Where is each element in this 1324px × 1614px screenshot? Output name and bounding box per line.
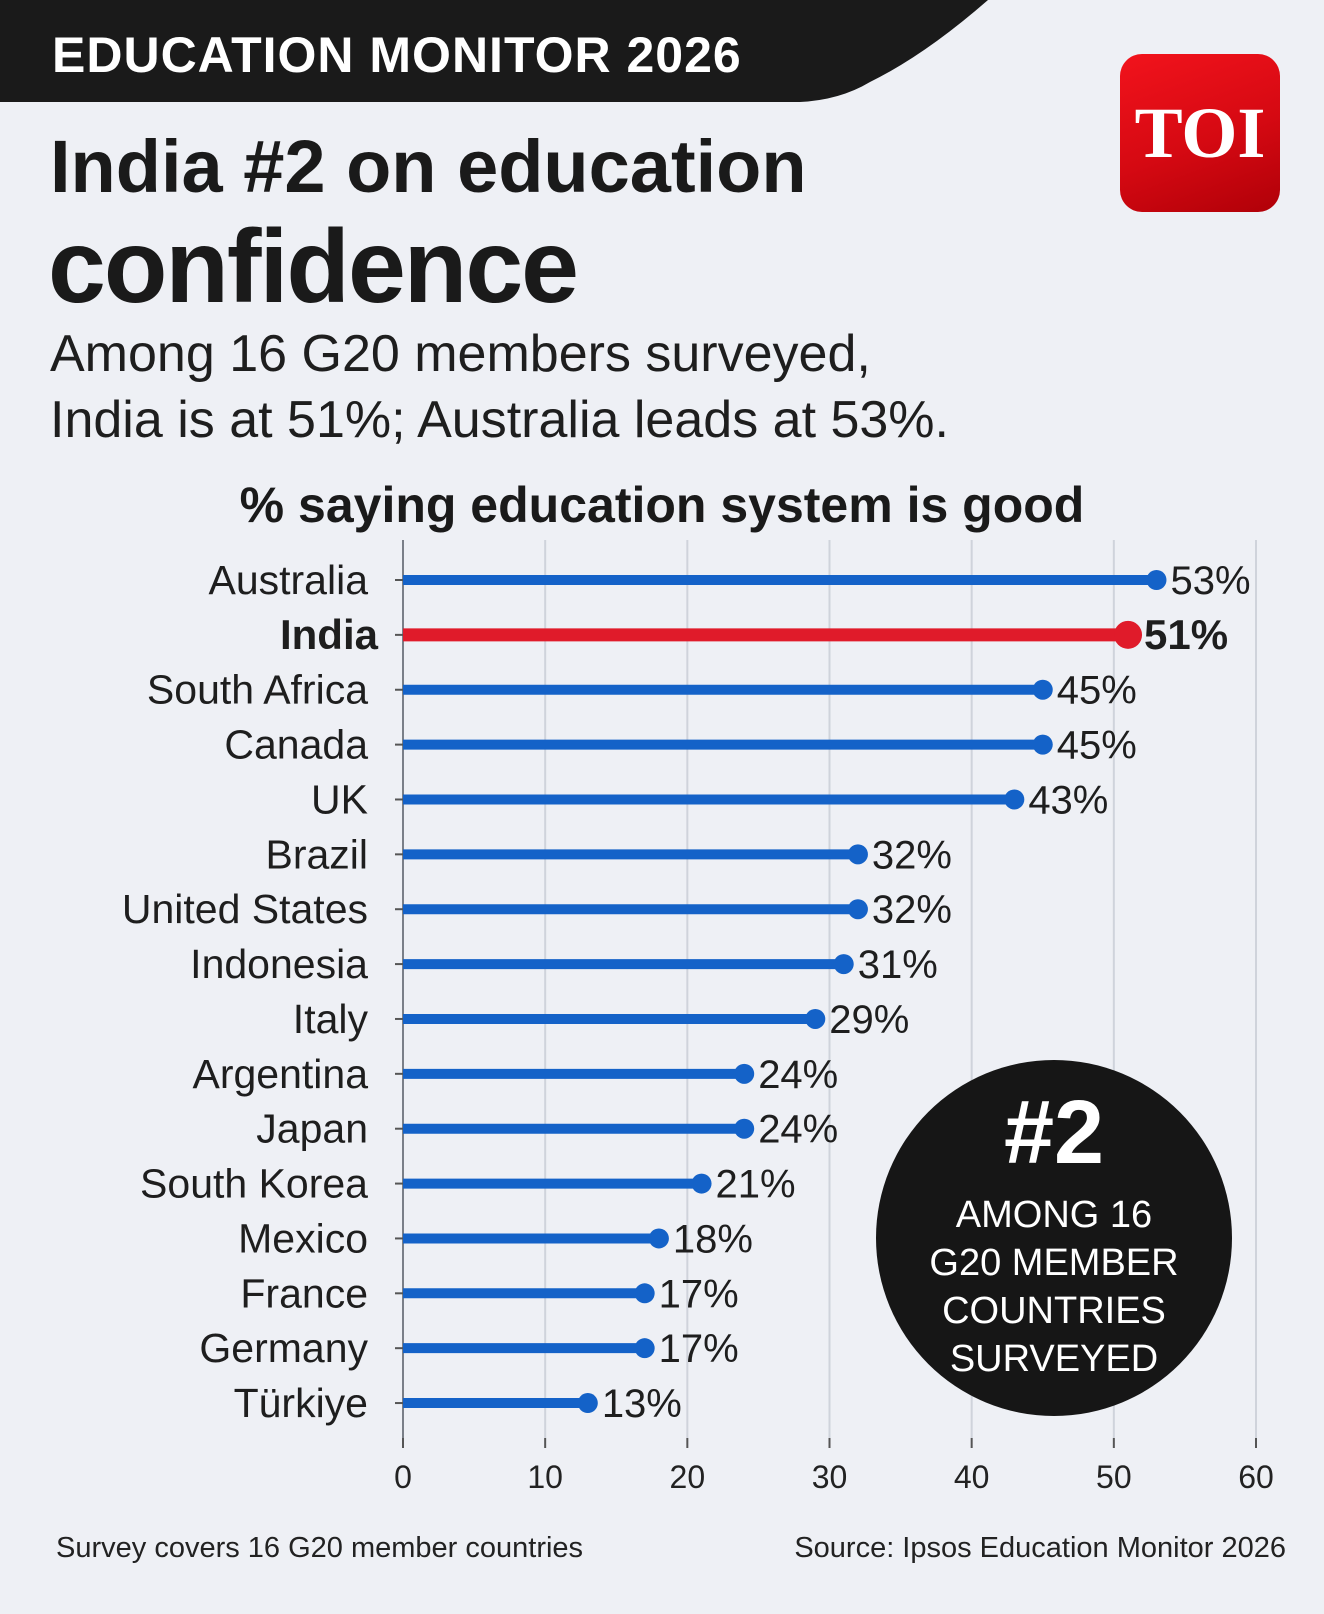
bar-dot	[1114, 620, 1143, 649]
value-label: 51%	[1144, 611, 1228, 658]
value-label: 24%	[758, 1108, 838, 1152]
value-label: 43%	[1028, 778, 1108, 822]
rank-badge: #2 AMONG 16 G20 MEMBER COUNTRIES SURVEYE…	[876, 1060, 1232, 1416]
header-banner	[0, 0, 988, 102]
category-label: Mexico	[238, 1215, 368, 1261]
source-note: Source: Ipsos Education Monitor 2026	[794, 1532, 1286, 1564]
badge-rank: #2	[1003, 1083, 1105, 1183]
badge-line: AMONG 16	[955, 1194, 1153, 1236]
bar-dot	[734, 1063, 755, 1084]
category-label: Canada	[224, 722, 368, 768]
bar-dot	[847, 899, 868, 920]
category-label: UK	[311, 776, 368, 822]
page-title-emphasis: confidence	[48, 209, 579, 325]
value-label: 53%	[1170, 559, 1250, 603]
category-label: Germany	[199, 1325, 368, 1371]
category-label: Japan	[256, 1106, 368, 1152]
value-label: 32%	[872, 833, 952, 877]
category-label: Australia	[208, 557, 368, 603]
x-tick-label: 50	[1096, 1459, 1132, 1495]
category-label: Türkiye	[234, 1380, 368, 1426]
category-label: France	[240, 1270, 368, 1316]
subtitle-line-1: Among 16 G20 members surveyed,	[50, 325, 871, 383]
value-label: 21%	[716, 1163, 796, 1207]
x-tick-label: 60	[1238, 1459, 1274, 1495]
banner-shape	[0, 0, 988, 102]
category-label: India	[280, 611, 379, 658]
x-tick-label: 40	[954, 1459, 990, 1495]
bar-dot	[634, 1283, 655, 1304]
value-label: 17%	[659, 1327, 739, 1371]
value-label: 29%	[829, 998, 909, 1042]
badge-line: SURVEYED	[949, 1338, 1159, 1380]
bar-dot	[833, 954, 854, 975]
subtitle-line-2: India is at 51%; Australia leads at 53%.	[50, 391, 949, 449]
category-label: Brazil	[265, 831, 368, 877]
badge-line: COUNTRIES	[942, 1290, 1166, 1332]
bar-dot	[734, 1118, 755, 1139]
bar-dot	[648, 1228, 669, 1249]
lollipop-chart: 0 10 20 30 40 50 60 Australia 53% India 51% South A…	[122, 540, 1274, 1495]
value-label: 13%	[602, 1382, 682, 1426]
x-tick-label: 0	[394, 1459, 412, 1495]
bar-dot	[847, 844, 868, 865]
x-tick-label: 20	[670, 1459, 706, 1495]
value-label: 24%	[758, 1053, 838, 1097]
bar-dot	[1032, 679, 1053, 700]
bar-dot	[634, 1338, 655, 1359]
value-label: 45%	[1057, 724, 1137, 768]
value-label: 18%	[673, 1217, 753, 1261]
category-label: South Korea	[140, 1161, 368, 1207]
bar-dot	[691, 1173, 712, 1194]
chart-title: % saying education system is good	[239, 477, 1085, 533]
category-label: Italy	[293, 996, 369, 1042]
category-label: Indonesia	[190, 941, 368, 987]
bar-dot	[1004, 789, 1025, 810]
toi-logo: TOI	[1120, 54, 1280, 212]
bar-dot	[577, 1393, 598, 1414]
category-label: United States	[122, 886, 368, 932]
banner-label: EDUCATION MONITOR 2026	[52, 27, 742, 83]
value-label: 32%	[872, 888, 952, 932]
category-label: Argentina	[192, 1051, 368, 1097]
badge-line: G20 MEMBER	[929, 1242, 1179, 1284]
category-label: South Africa	[147, 667, 368, 713]
footnote: Survey covers 16 G20 member countries	[56, 1532, 584, 1564]
bar-dot	[1146, 570, 1167, 590]
bar-dot	[1032, 734, 1053, 755]
x-tick-label: 30	[812, 1459, 848, 1495]
bar-dot	[805, 1008, 826, 1029]
logo-text: TOI	[1134, 92, 1266, 173]
page-title: India #2 on education	[50, 125, 807, 208]
x-tick-label: 10	[527, 1459, 563, 1495]
value-label: 45%	[1057, 669, 1137, 713]
value-label: 17%	[659, 1272, 739, 1316]
value-label: 31%	[858, 943, 938, 987]
